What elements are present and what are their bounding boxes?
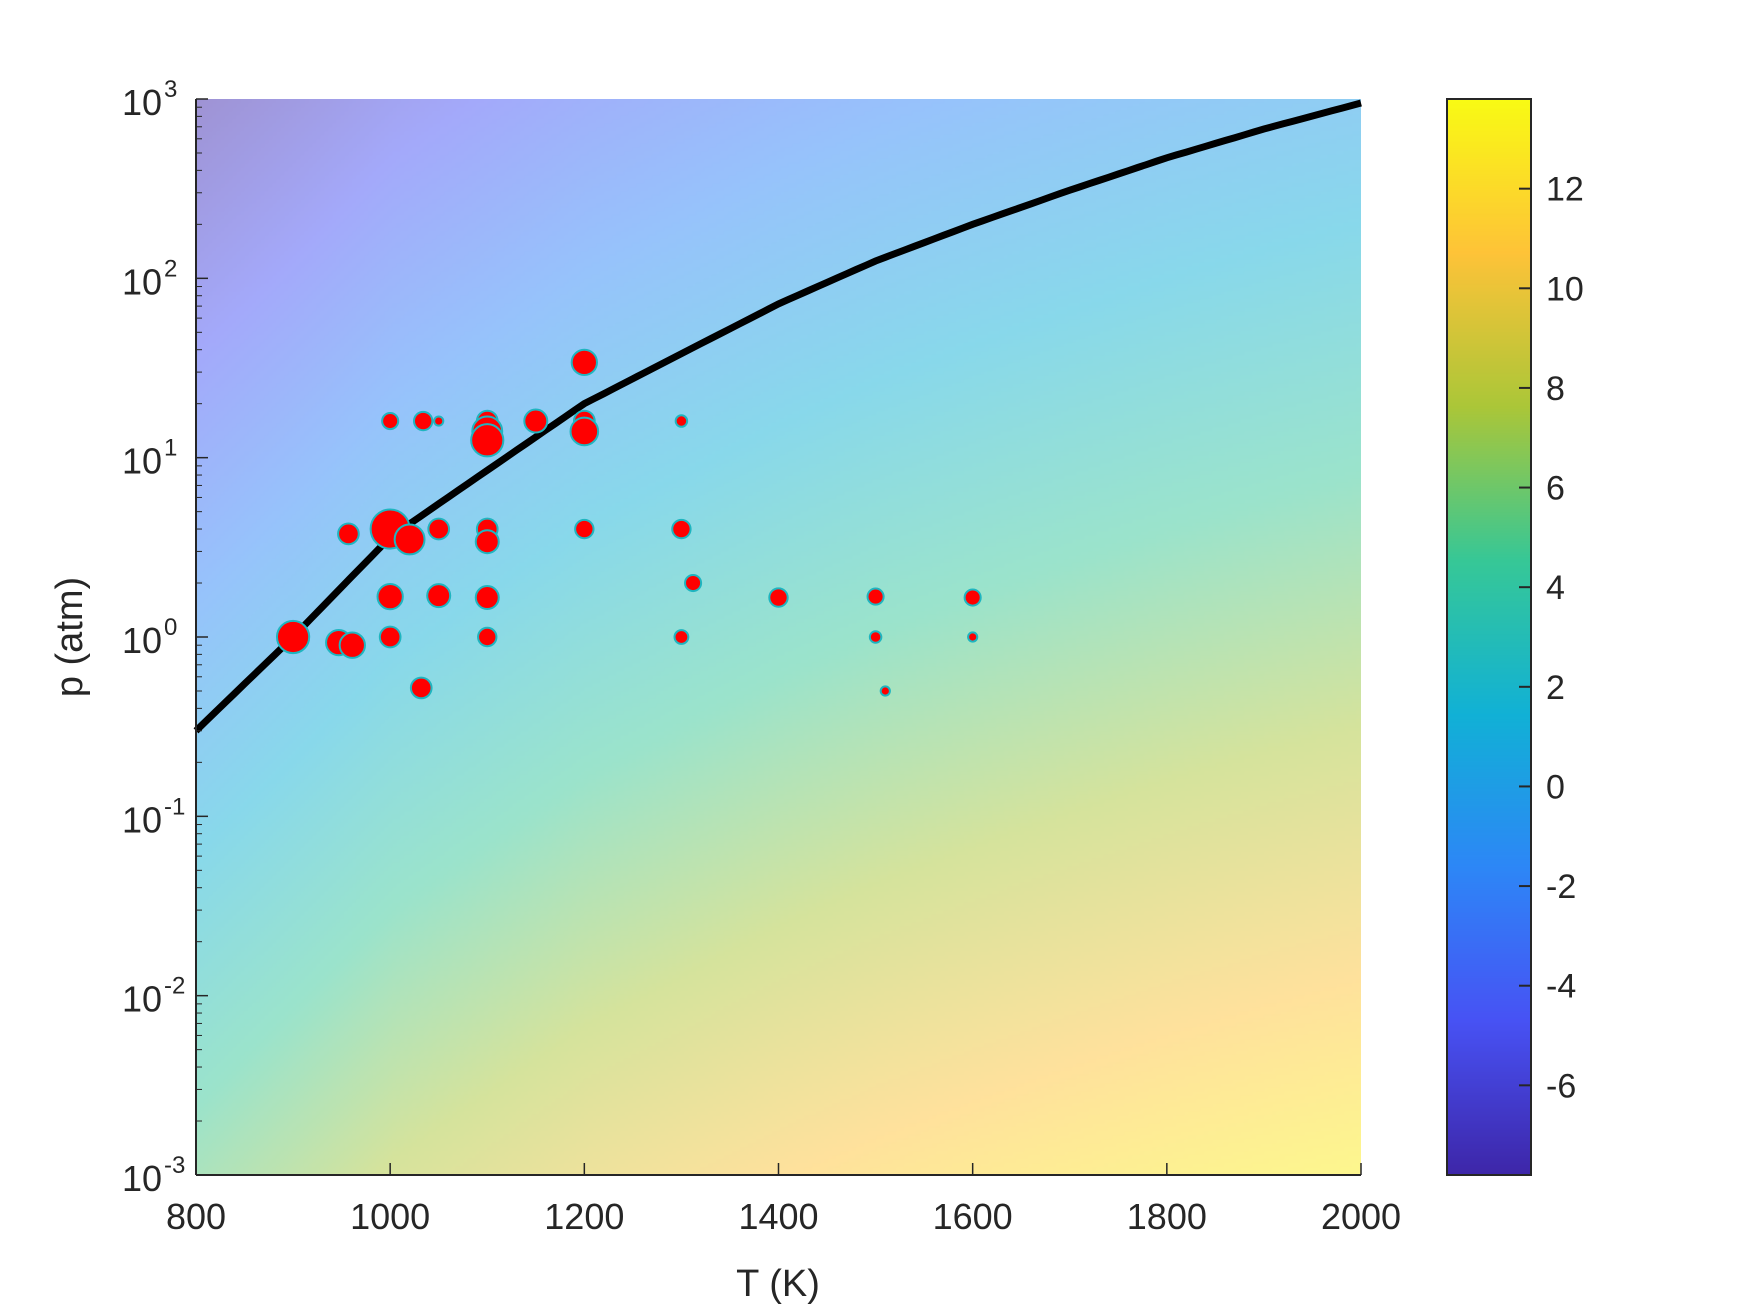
colorbar-tick-label: -6 [1546, 1067, 1576, 1105]
data-point [967, 631, 979, 643]
data-point [879, 685, 891, 697]
colorbar-frame [1446, 98, 1532, 1176]
y-tick-exponent: 0 [164, 614, 177, 641]
y-tick-label: 10 [122, 261, 162, 302]
colorbar-tick-label: -2 [1546, 868, 1576, 906]
colorbar-tick-label: 12 [1546, 171, 1584, 209]
y-tick-label: 10 [122, 1158, 162, 1199]
data-point [338, 631, 366, 659]
data-point [477, 626, 498, 648]
y-tick-label: 10 [122, 620, 162, 661]
colorbar-tick-label: 4 [1546, 569, 1565, 607]
y-axis-label: p (atm) [49, 577, 91, 697]
data-point [378, 625, 402, 649]
data-point [412, 410, 434, 432]
data-point [381, 412, 400, 431]
colorbar-tick-label: -4 [1546, 968, 1576, 1006]
x-tick-label: 800 [166, 1196, 226, 1237]
data-point [409, 676, 433, 700]
data-point [684, 573, 703, 593]
y-tick-exponent: -1 [164, 793, 185, 820]
y-tick-label: 10 [122, 82, 162, 123]
data-point [523, 408, 549, 434]
data-point [674, 414, 689, 428]
y-tick-exponent: -2 [164, 973, 185, 1000]
data-point [866, 587, 885, 606]
data-point [275, 619, 311, 655]
y-tick-label: 10 [122, 441, 162, 482]
data-point [574, 518, 595, 540]
boundary-curve-line [193, 99, 1362, 734]
colorbar-tick-label: 6 [1546, 470, 1565, 508]
colorbar-gradient [1447, 99, 1531, 1175]
data-point [426, 583, 452, 609]
data-point [868, 630, 883, 644]
x-tick-label: 1800 [1127, 1196, 1207, 1237]
x-tick-label: 1200 [544, 1196, 624, 1237]
data-point [470, 423, 505, 458]
y-tick-exponent: -3 [164, 1152, 185, 1179]
x-tick-label: 1400 [738, 1196, 818, 1237]
data-point [671, 518, 692, 540]
y-tick-label: 10 [122, 979, 162, 1020]
x-tick-label: 2000 [1321, 1196, 1401, 1237]
data-point [427, 517, 451, 541]
data-point [474, 529, 500, 555]
colorbar-tick-label: 8 [1546, 370, 1565, 408]
data-point [570, 348, 598, 377]
colorbar-tick-label: 0 [1546, 768, 1565, 806]
y-tick-exponent: 1 [164, 435, 177, 462]
y-tick-label: 10 [122, 799, 162, 840]
x-tick-label: 1600 [933, 1196, 1013, 1237]
data-point [474, 585, 500, 611]
colorbar-tick-label: 10 [1546, 270, 1584, 308]
y-tick-exponent: 2 [164, 255, 177, 282]
data-point [963, 588, 982, 607]
x-tick-label: 1000 [350, 1196, 430, 1237]
data-point [569, 416, 600, 447]
data-point [337, 522, 360, 546]
colorbar-tick-label: 2 [1546, 669, 1565, 707]
data-point [376, 582, 404, 611]
data-point [433, 415, 445, 427]
y-tick-exponent: 3 [164, 76, 177, 103]
x-axis-label: T (K) [736, 1263, 820, 1305]
data-point [768, 587, 789, 608]
data-point [393, 523, 426, 556]
data-point [673, 629, 690, 645]
marks-layer [193, 99, 1362, 734]
